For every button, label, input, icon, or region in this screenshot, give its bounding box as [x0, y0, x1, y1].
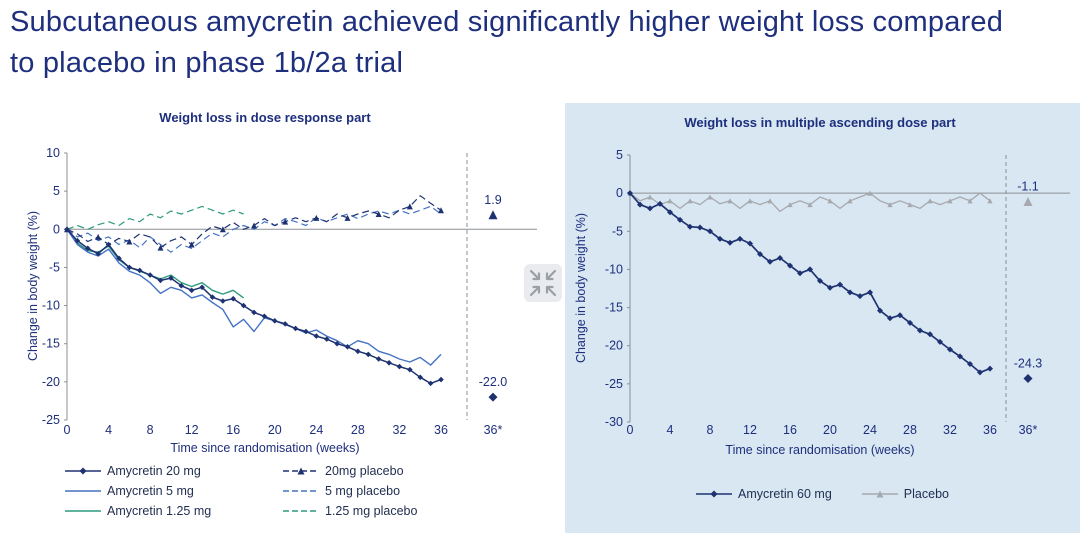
legend-label: 5 mg placebo [325, 484, 401, 498]
svg-text:0: 0 [627, 423, 634, 437]
dose-response-legend: Amycretin 20 mg 20mg placebo Amycretin 5 m… [65, 464, 417, 518]
svg-text:5: 5 [616, 148, 623, 162]
svg-text:4: 4 [667, 423, 674, 437]
svg-text:5: 5 [53, 184, 60, 198]
svg-text:28: 28 [351, 423, 365, 437]
svg-text:0: 0 [616, 186, 623, 200]
legend-item: Amycretin 60 mg [696, 487, 832, 501]
svg-text:1.9: 1.9 [484, 193, 501, 207]
svg-text:-20: -20 [605, 339, 623, 353]
svg-text:8: 8 [147, 423, 154, 437]
svg-text:36: 36 [434, 423, 448, 437]
legend-label: Amycretin 5 mg [107, 484, 194, 498]
svg-text:16: 16 [226, 423, 240, 437]
svg-text:-15: -15 [605, 301, 623, 315]
svg-text:-10: -10 [42, 299, 60, 313]
collapse-arrows-icon[interactable] [524, 264, 562, 302]
mad-plot: Change in body weight (%) 5 0 -5 -10 -15 -20 -… [574, 148, 1070, 437]
legend-item: 5 mg placebo [283, 484, 417, 498]
svg-text:-25: -25 [605, 377, 623, 391]
legend-label: Placebo [903, 487, 949, 501]
svg-text:36*: 36* [1019, 423, 1038, 437]
svg-text:-5: -5 [612, 224, 623, 238]
svg-text:12: 12 [185, 423, 199, 437]
y-axis-label-left: Change in body weight (%) [26, 211, 40, 361]
legend-item: Amycretin 1.25 mg [65, 504, 283, 518]
legend-label: 20mg placebo [325, 464, 404, 478]
svg-text:10: 10 [46, 146, 60, 160]
y-axis-label-right: Change in body weight (%) [574, 213, 588, 363]
legend-item: 20mg placebo [283, 464, 417, 478]
page-title: Subcutaneous amycretin achieved signific… [10, 6, 1004, 79]
dose-response-plot: Change in body weight (%) 10 5 0 -5 -10 -15 -2… [26, 146, 537, 437]
svg-text:32: 32 [943, 423, 957, 437]
mad-legend: Amycretin 60 mg Placebo [565, 487, 1080, 501]
svg-text:-24.3: -24.3 [1014, 357, 1043, 371]
legend-item: Amycretin 5 mg [65, 484, 283, 498]
legend-item: Amycretin 20 mg [65, 464, 283, 478]
svg-text:36*: 36* [484, 423, 503, 437]
mad-chart-title: Weight loss in multiple ascending dose p… [684, 115, 956, 130]
svg-text:-10: -10 [605, 262, 623, 276]
legend-label: Amycretin 1.25 mg [107, 504, 212, 518]
svg-text:32: 32 [392, 423, 406, 437]
svg-text:-30: -30 [605, 415, 623, 429]
legend-item: 1.25 mg placebo [283, 504, 417, 518]
legend-label: Amycretin 60 mg [738, 487, 832, 501]
svg-text:20: 20 [268, 423, 282, 437]
svg-text:24: 24 [863, 423, 877, 437]
svg-text:8: 8 [707, 423, 714, 437]
svg-text:24: 24 [309, 423, 323, 437]
svg-text:4: 4 [105, 423, 112, 437]
svg-text:28: 28 [903, 423, 917, 437]
svg-text:-20: -20 [42, 375, 60, 389]
x-axis-label-right: Time since randomisation (weeks) [725, 443, 915, 457]
collapse-arrows-glyph [529, 269, 557, 297]
multiple-ascending-dose-chart-panel: Weight loss in multiple ascending dose p… [565, 103, 1080, 533]
svg-text:-5: -5 [49, 260, 60, 274]
legend-label: 1.25 mg placebo [325, 504, 418, 518]
dose-response-chart-panel: Weight loss in dose response part Change… [25, 108, 545, 532]
svg-text:-15: -15 [42, 337, 60, 351]
svg-text:20: 20 [823, 423, 837, 437]
legend-label: Amycretin 20 mg [107, 464, 201, 478]
svg-text:16: 16 [783, 423, 797, 437]
svg-text:-1.1: -1.1 [1017, 180, 1039, 194]
x-axis-label-left: Time since randomisation (weeks) [170, 441, 360, 455]
legend-item: Placebo [861, 487, 949, 501]
svg-text:-25: -25 [42, 413, 60, 427]
svg-text:0: 0 [53, 222, 60, 236]
svg-text:12: 12 [743, 423, 757, 437]
dose-response-chart-title: Weight loss in dose response part [159, 110, 371, 125]
svg-text:0: 0 [64, 423, 71, 437]
svg-text:-22.0: -22.0 [479, 375, 508, 389]
svg-text:36: 36 [983, 423, 997, 437]
